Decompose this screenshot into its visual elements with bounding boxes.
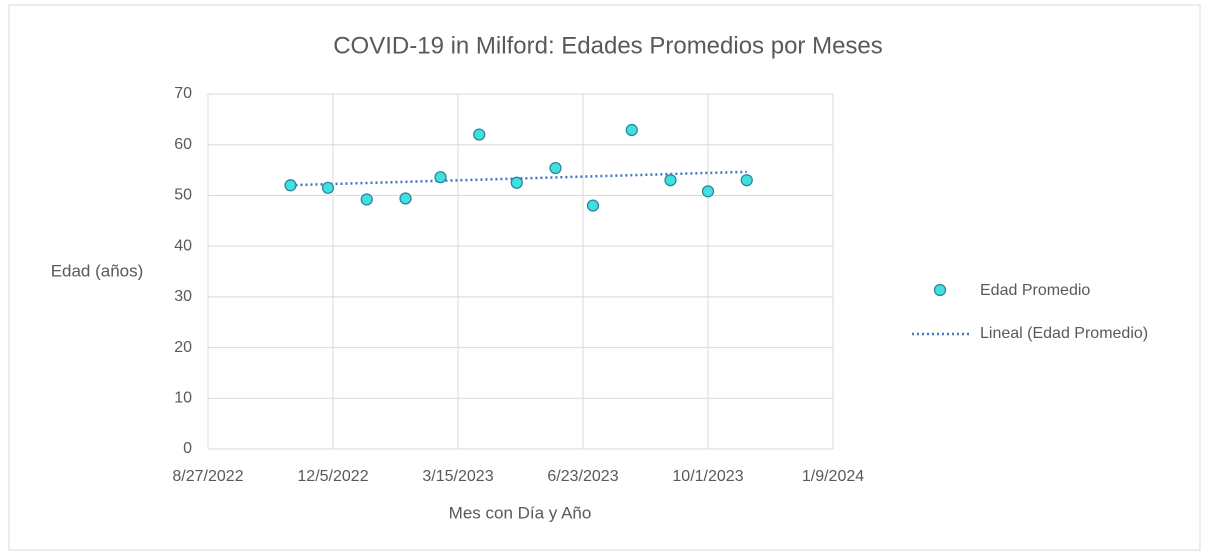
y-tick-label: 40 (174, 237, 192, 254)
x-tick-label: 6/23/2023 (547, 468, 618, 485)
data-point (625, 123, 638, 137)
data-point (664, 174, 677, 187)
x-tick-label: 3/15/2023 (422, 468, 493, 485)
x-tick-label: 12/5/2022 (297, 468, 368, 485)
data-point (701, 185, 715, 198)
x-tick-label: 8/27/2022 (172, 468, 243, 485)
data-point (510, 176, 523, 189)
data-point (473, 128, 486, 141)
y-tick-label: 20 (174, 339, 192, 356)
y-tick-label: 50 (174, 187, 192, 204)
y-axis-title: Edad (años) (51, 261, 144, 280)
data-point (360, 193, 373, 206)
legend-label: Lineal (Edad Promedio) (980, 325, 1148, 342)
data-point (586, 199, 600, 212)
chart-title: COVID-19 in Milford: Edades Promedios po… (333, 32, 883, 59)
x-tick-label: 10/1/2023 (672, 468, 743, 485)
data-point (549, 161, 562, 175)
y-tick-label: 10 (174, 390, 192, 407)
data-point (399, 192, 412, 205)
legend-label: Edad Promedio (980, 282, 1090, 299)
y-tick-label: 30 (174, 288, 192, 305)
y-tick-label: 60 (174, 136, 192, 153)
data-point (321, 181, 335, 194)
data-point (284, 179, 297, 192)
data-point (434, 171, 447, 184)
y-tick-label: 70 (174, 85, 192, 102)
data-point (740, 174, 753, 187)
trendline (290, 170, 747, 187)
x-tick-label: 1/9/2024 (802, 468, 864, 485)
legend-marker (933, 283, 947, 297)
y-tick-label: 0 (183, 440, 192, 457)
x-axis-title: Mes con Día y Año (449, 503, 592, 522)
